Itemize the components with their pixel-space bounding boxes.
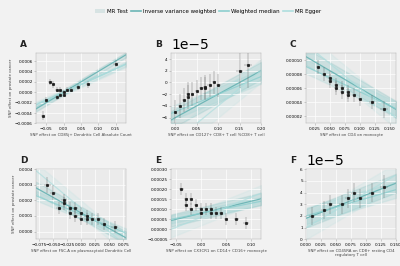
Text: A: A (20, 40, 27, 49)
X-axis label: SNP effect on CX3CR1 on CD14+ CD16+ monocyte: SNP effect on CX3CR1 on CD14+ CD16+ mono… (166, 249, 266, 253)
Text: E: E (155, 156, 161, 165)
Y-axis label: SNP effect on prostate cancer: SNP effect on prostate cancer (9, 59, 13, 118)
X-axis label: SNP effect on CD45RA on CD8+ resting CD4 regulatory T cell: SNP effect on CD45RA on CD8+ resting CD4… (308, 249, 394, 257)
X-axis label: SNP effect on CD127+ CD8+ T cell %CD8+ T cell: SNP effect on CD127+ CD8+ T cell %CD8+ T… (168, 133, 264, 137)
Legend: MR Test, Inverse variance weighted, Weighted median, MR Egger: MR Test, Inverse variance weighted, Weig… (93, 7, 323, 16)
Text: B: B (155, 40, 162, 49)
Text: C: C (290, 40, 296, 49)
Text: D: D (20, 156, 27, 165)
Text: F: F (290, 156, 296, 165)
X-axis label: SNP effect on CD4 on monocyte: SNP effect on CD4 on monocyte (320, 133, 382, 137)
X-axis label: SNP effect on FSC-A on plasmacytoid Dendritic Cell: SNP effect on FSC-A on plasmacytoid Dend… (31, 249, 131, 253)
X-axis label: SNP effect on CD85j+ Dendritic Cell Absolute Count: SNP effect on CD85j+ Dendritic Cell Abso… (30, 133, 132, 137)
Y-axis label: SNP effect on prostate cancer: SNP effect on prostate cancer (12, 175, 16, 233)
